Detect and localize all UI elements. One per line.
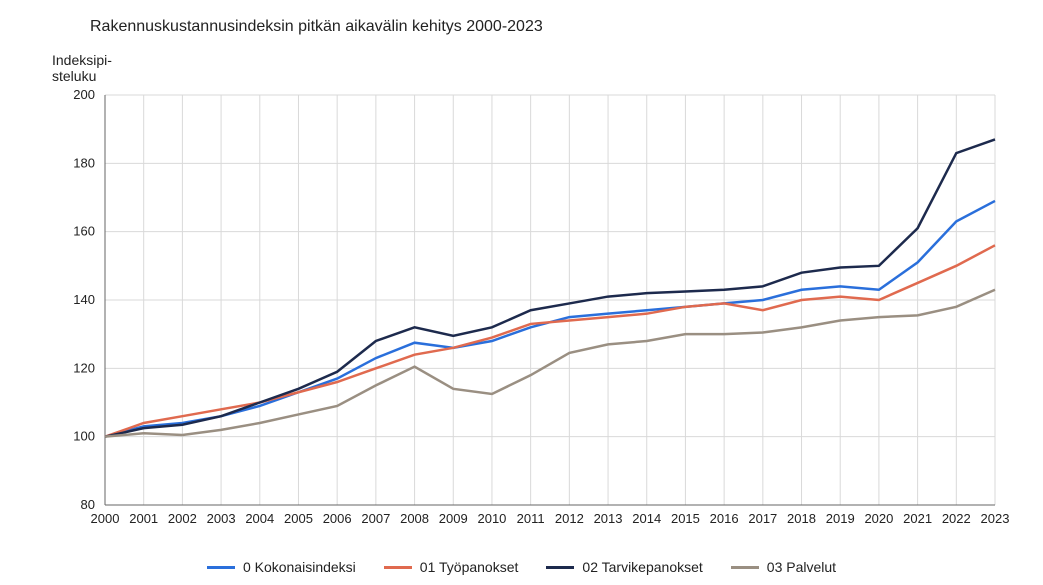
svg-text:2003: 2003 <box>207 511 236 526</box>
svg-text:2004: 2004 <box>245 511 274 526</box>
svg-text:200: 200 <box>73 87 95 102</box>
legend-label: 01 Työpanokset <box>420 559 519 575</box>
svg-text:180: 180 <box>73 155 95 170</box>
svg-text:2007: 2007 <box>361 511 390 526</box>
svg-text:2012: 2012 <box>555 511 584 526</box>
chart-container: Rakennuskustannusindeksin pitkän aikaväl… <box>0 0 1043 585</box>
svg-text:120: 120 <box>73 360 95 375</box>
series-line <box>105 245 995 436</box>
legend: 0 Kokonaisindeksi 01 Työpanokset 02 Tarvik… <box>0 556 1043 576</box>
legend-swatch <box>384 566 412 569</box>
svg-text:2018: 2018 <box>787 511 816 526</box>
legend-item: 03 Palvelut <box>731 559 836 575</box>
svg-text:2010: 2010 <box>477 511 506 526</box>
svg-text:100: 100 <box>73 429 95 444</box>
series-line <box>105 290 995 437</box>
svg-text:2021: 2021 <box>903 511 932 526</box>
legend-label: 0 Kokonaisindeksi <box>243 559 356 575</box>
legend-item: 02 Tarvikepanokset <box>546 559 702 575</box>
svg-text:2008: 2008 <box>400 511 429 526</box>
svg-text:2019: 2019 <box>826 511 855 526</box>
svg-text:2002: 2002 <box>168 511 197 526</box>
svg-text:2015: 2015 <box>671 511 700 526</box>
legend-label: 03 Palvelut <box>767 559 836 575</box>
svg-text:80: 80 <box>81 497 95 512</box>
svg-text:140: 140 <box>73 292 95 307</box>
y-axis-label: Indeksipi-steluku <box>52 52 112 84</box>
svg-text:2022: 2022 <box>942 511 971 526</box>
svg-text:2016: 2016 <box>710 511 739 526</box>
legend-item: 01 Työpanokset <box>384 559 519 575</box>
svg-text:2000: 2000 <box>91 511 120 526</box>
svg-text:2011: 2011 <box>517 511 545 526</box>
svg-text:2005: 2005 <box>284 511 313 526</box>
legend-label: 02 Tarvikepanokset <box>582 559 702 575</box>
chart-title: Rakennuskustannusindeksin pitkän aikaväl… <box>90 18 543 36</box>
chart-svg: 80 100 120 140 160 180 200 2000 2001 2002 2003 2004… <box>0 0 1043 585</box>
svg-text:2013: 2013 <box>594 511 623 526</box>
legend-swatch <box>546 566 574 569</box>
legend-item: 0 Kokonaisindeksi <box>207 559 356 575</box>
svg-text:2020: 2020 <box>864 511 893 526</box>
legend-swatch <box>207 566 235 569</box>
svg-text:160: 160 <box>73 224 95 239</box>
svg-text:2001: 2001 <box>129 511 158 526</box>
svg-text:2006: 2006 <box>323 511 352 526</box>
svg-text:2023: 2023 <box>981 511 1010 526</box>
svg-text:2017: 2017 <box>748 511 777 526</box>
svg-text:2014: 2014 <box>632 511 661 526</box>
svg-text:2009: 2009 <box>439 511 468 526</box>
legend-swatch <box>731 566 759 569</box>
